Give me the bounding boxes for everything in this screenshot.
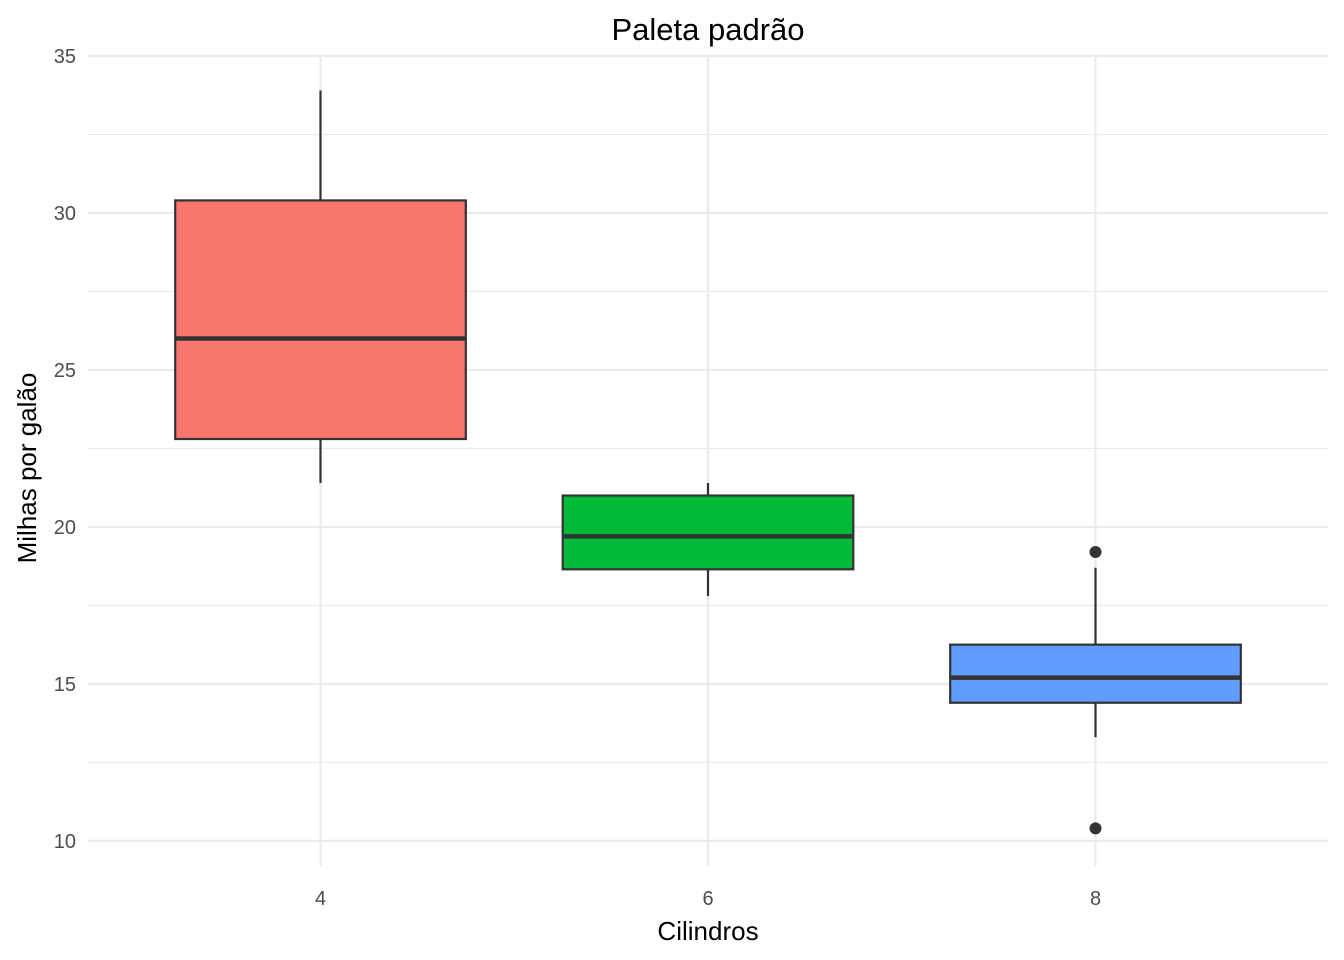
y-tick-label: 25 — [54, 360, 76, 382]
x-tick-label: 6 — [702, 888, 713, 910]
x-axis-title: Cilindros — [657, 916, 758, 946]
chart-title: Paleta padrão — [611, 12, 804, 47]
box-group-8 — [949, 546, 1242, 835]
box-group-6 — [561, 482, 855, 596]
x-tick-label: 4 — [315, 888, 326, 910]
y-axis-title: Milhas por galão — [12, 373, 42, 564]
y-tick-label: 35 — [54, 46, 76, 68]
box-body — [949, 643, 1242, 704]
grid — [88, 54, 1328, 866]
y-tick-label: 30 — [54, 203, 76, 225]
tick-labels: 10 15 20 25 30 35 4 6 8 — [54, 46, 1101, 910]
x-tick-label: 8 — [1090, 888, 1101, 910]
outlier-point — [1089, 822, 1102, 835]
box-body — [561, 494, 855, 571]
y-tick-label: 20 — [54, 517, 76, 539]
y-tick-label: 10 — [54, 831, 76, 853]
box-body — [174, 199, 467, 441]
boxes — [174, 90, 1242, 835]
y-tick-label: 15 — [54, 674, 76, 696]
box-group-4 — [174, 90, 467, 483]
outlier-point — [1089, 546, 1102, 559]
